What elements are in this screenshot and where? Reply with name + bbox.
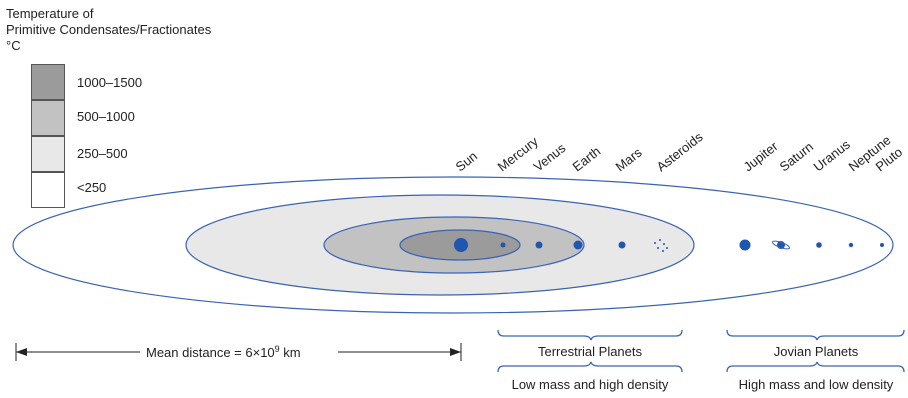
legend-swatch-250-500 [31, 136, 65, 172]
sun-body [454, 238, 468, 252]
mars-body [618, 241, 626, 249]
legend-label-250-500: 250–500 [77, 146, 128, 161]
legend-title-unit: °C [6, 38, 21, 53]
pluto-body [880, 243, 884, 247]
legend-label-1000-1500: 1000–1500 [77, 75, 143, 90]
legend-title-line-1: Temperature of [6, 6, 94, 21]
legend-title: Temperature of Primitive Condensates/Fra… [6, 6, 211, 54]
legend-title-line-2: Primitive Condensates/Fractionates [6, 22, 212, 37]
legend-label-below-250: <250 [77, 180, 107, 195]
body-label-asteroids: Asteroids [654, 129, 706, 174]
body-label-earth: Earth [570, 143, 604, 174]
body-label-saturn: Saturn [777, 139, 816, 174]
jovian-bottom-bracket [726, 361, 905, 373]
legend-swatch-below-250 [31, 172, 65, 208]
distance-label: Mean distance = 6×109 km [146, 344, 301, 360]
body-label-sun: Sun [453, 148, 480, 174]
earth-body [573, 240, 583, 250]
terrestrial-property-label: Low mass and high density [512, 377, 669, 392]
asteroids-body [654, 239, 668, 252]
legend-swatch-500-1000 [31, 100, 65, 136]
jupiter-body [739, 239, 751, 251]
saturn-body [771, 240, 791, 250]
body-label-jupiter: Jupiter [741, 138, 782, 174]
legend-swatch-1000-1500 [31, 64, 65, 100]
body-label-uranus: Uranus [811, 136, 854, 174]
venus-body [535, 241, 543, 249]
jovian-property-label: High mass and low density [739, 377, 894, 392]
distance-arrow [15, 343, 462, 361]
neptune-body [848, 242, 854, 248]
terrestrial-top-bracket [497, 329, 683, 341]
mercury-body [500, 242, 506, 248]
terrestrial-bottom-bracket [497, 361, 683, 373]
uranus-body [816, 242, 822, 248]
jovian-top-bracket [726, 329, 905, 341]
terrestrial-planets-label: Terrestrial Planets [538, 344, 643, 359]
legend-label-500-1000: 500–1000 [77, 109, 135, 124]
jovian-planets-label: Jovian Planets [774, 344, 859, 359]
body-label-mars: Mars [613, 144, 645, 174]
